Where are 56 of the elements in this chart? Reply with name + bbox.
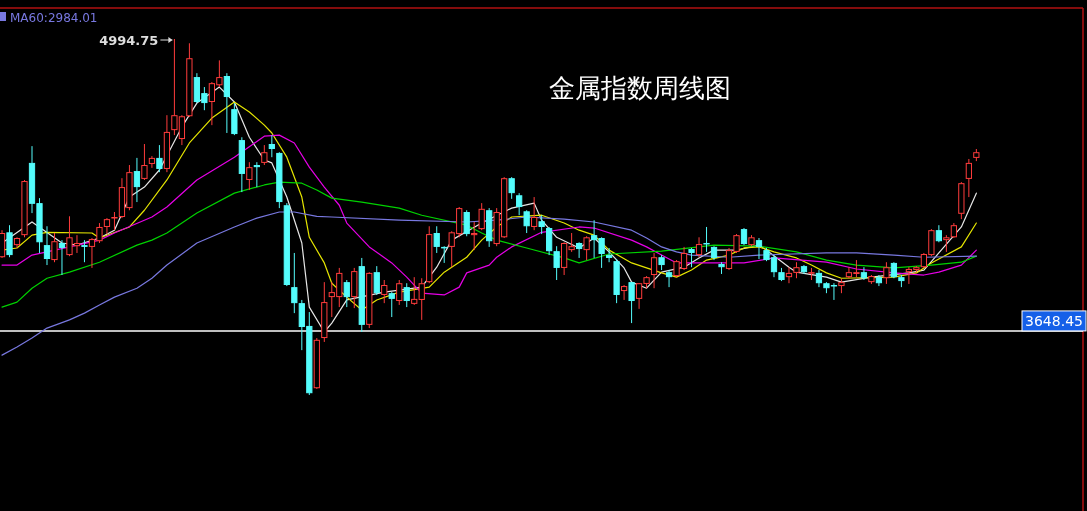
legend-label: MA60:2984.01 bbox=[10, 11, 98, 25]
candlestick bbox=[508, 176, 515, 200]
candlestick bbox=[246, 161, 253, 191]
candlestick bbox=[755, 237, 763, 260]
candlestick bbox=[81, 239, 88, 263]
candlestick bbox=[231, 102, 238, 136]
candlestick bbox=[156, 144, 163, 173]
candlestick bbox=[531, 196, 538, 231]
candlestick bbox=[261, 144, 268, 166]
candlestick bbox=[396, 279, 403, 306]
candlestick bbox=[403, 282, 410, 308]
candlestick bbox=[785, 266, 793, 284]
candlestick bbox=[553, 245, 560, 281]
candlestick bbox=[141, 143, 148, 181]
candlestick bbox=[51, 232, 58, 263]
candlestick bbox=[6, 224, 13, 258]
candlestick bbox=[133, 157, 141, 203]
candlestick bbox=[523, 209, 530, 234]
candlestick bbox=[291, 252, 298, 314]
candlestick bbox=[343, 279, 350, 308]
candlestick bbox=[628, 281, 635, 324]
candlestick bbox=[650, 252, 658, 289]
annotation: 4994.75 bbox=[99, 33, 159, 48]
candlestick bbox=[965, 158, 972, 198]
candlestick bbox=[0, 229, 6, 259]
candlestick bbox=[478, 202, 485, 231]
candlestick bbox=[695, 236, 703, 258]
candlestick bbox=[111, 211, 118, 231]
candlestick bbox=[665, 269, 673, 288]
candlestick bbox=[605, 247, 613, 263]
candlestick bbox=[43, 225, 51, 266]
candlestick bbox=[620, 284, 628, 301]
candlestick bbox=[268, 134, 275, 158]
candlestick bbox=[463, 209, 470, 237]
candlestick bbox=[538, 214, 545, 235]
candlestick bbox=[471, 221, 478, 251]
candlestick bbox=[583, 235, 590, 261]
candlestick bbox=[223, 72, 230, 134]
candlestick bbox=[516, 192, 523, 216]
candlestick bbox=[388, 291, 395, 318]
candlestick bbox=[883, 261, 890, 285]
candlestick bbox=[58, 239, 66, 276]
candlestick bbox=[688, 247, 695, 268]
text: 金属指数周线图 bbox=[549, 73, 731, 103]
candlestick bbox=[148, 155, 156, 169]
candlestick bbox=[703, 226, 710, 253]
candlestick bbox=[103, 217, 111, 235]
candlestick bbox=[860, 266, 868, 281]
candlestick bbox=[433, 225, 440, 254]
candlestick bbox=[253, 161, 260, 188]
text: 3648.45 bbox=[1025, 312, 1083, 329]
candlestick bbox=[381, 279, 388, 304]
candlestick bbox=[875, 274, 883, 287]
candlestick bbox=[546, 226, 553, 256]
candlestick bbox=[576, 241, 583, 259]
candlestick bbox=[373, 265, 380, 296]
